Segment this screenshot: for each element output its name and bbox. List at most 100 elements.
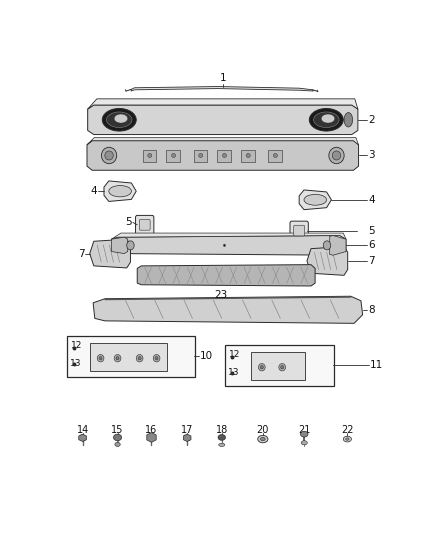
- Polygon shape: [147, 432, 156, 442]
- Ellipse shape: [343, 436, 351, 442]
- Text: 7: 7: [368, 256, 374, 266]
- FancyBboxPatch shape: [241, 150, 254, 162]
- Text: 3: 3: [368, 150, 374, 160]
- FancyBboxPatch shape: [194, 150, 207, 162]
- Ellipse shape: [114, 114, 128, 123]
- Ellipse shape: [153, 354, 160, 362]
- Ellipse shape: [279, 364, 286, 371]
- Text: 4: 4: [91, 186, 97, 196]
- Text: 7: 7: [78, 248, 85, 259]
- FancyBboxPatch shape: [294, 225, 304, 236]
- FancyBboxPatch shape: [225, 345, 334, 386]
- Polygon shape: [330, 236, 346, 255]
- Text: 14: 14: [77, 425, 89, 435]
- Ellipse shape: [309, 109, 343, 131]
- Ellipse shape: [109, 185, 131, 197]
- Ellipse shape: [218, 434, 226, 440]
- Ellipse shape: [329, 147, 344, 164]
- Ellipse shape: [105, 151, 113, 160]
- Text: 6: 6: [368, 240, 374, 251]
- Polygon shape: [87, 141, 359, 170]
- Ellipse shape: [136, 354, 143, 362]
- Ellipse shape: [114, 354, 121, 362]
- Ellipse shape: [273, 154, 277, 158]
- Ellipse shape: [99, 357, 102, 360]
- Ellipse shape: [102, 109, 136, 131]
- Ellipse shape: [246, 154, 250, 158]
- Ellipse shape: [323, 241, 331, 250]
- Ellipse shape: [332, 151, 341, 160]
- Text: 17: 17: [181, 425, 193, 435]
- Ellipse shape: [138, 357, 141, 360]
- Ellipse shape: [155, 357, 158, 360]
- Ellipse shape: [172, 154, 176, 158]
- Text: 22: 22: [341, 425, 353, 435]
- Text: 13: 13: [70, 359, 81, 368]
- Polygon shape: [111, 236, 346, 255]
- FancyBboxPatch shape: [217, 150, 231, 162]
- Ellipse shape: [115, 442, 120, 447]
- Text: 8: 8: [368, 305, 374, 315]
- Ellipse shape: [106, 112, 132, 127]
- FancyBboxPatch shape: [143, 150, 156, 162]
- Ellipse shape: [304, 195, 327, 205]
- Text: 23: 23: [215, 290, 228, 300]
- Polygon shape: [88, 99, 358, 109]
- Ellipse shape: [127, 241, 134, 250]
- Text: 2: 2: [368, 115, 374, 125]
- Ellipse shape: [199, 154, 203, 158]
- Polygon shape: [79, 434, 86, 441]
- Polygon shape: [307, 247, 348, 276]
- Ellipse shape: [258, 364, 265, 371]
- Ellipse shape: [344, 112, 353, 127]
- Polygon shape: [131, 86, 314, 91]
- Ellipse shape: [281, 366, 284, 369]
- Polygon shape: [111, 233, 346, 239]
- Polygon shape: [87, 138, 359, 145]
- Polygon shape: [104, 181, 136, 201]
- Text: 18: 18: [215, 425, 228, 435]
- Text: 4: 4: [368, 195, 374, 205]
- FancyBboxPatch shape: [290, 221, 308, 240]
- Ellipse shape: [148, 154, 152, 158]
- Ellipse shape: [301, 441, 307, 445]
- Text: 16: 16: [145, 425, 158, 435]
- Text: 20: 20: [257, 425, 269, 435]
- FancyBboxPatch shape: [166, 150, 180, 162]
- Ellipse shape: [113, 434, 122, 441]
- Polygon shape: [90, 239, 131, 268]
- Ellipse shape: [300, 431, 308, 437]
- Ellipse shape: [219, 443, 225, 447]
- Ellipse shape: [314, 112, 339, 127]
- Text: 12: 12: [71, 341, 82, 350]
- Polygon shape: [184, 434, 191, 441]
- FancyBboxPatch shape: [251, 352, 305, 379]
- Ellipse shape: [258, 435, 268, 443]
- Text: 5: 5: [126, 217, 132, 227]
- Text: 15: 15: [111, 425, 124, 435]
- Ellipse shape: [223, 244, 226, 247]
- Text: 10: 10: [200, 351, 213, 361]
- Polygon shape: [93, 296, 363, 324]
- Ellipse shape: [97, 354, 104, 362]
- Ellipse shape: [261, 438, 265, 441]
- Polygon shape: [111, 237, 128, 254]
- Polygon shape: [299, 190, 332, 209]
- Polygon shape: [137, 265, 315, 286]
- Ellipse shape: [223, 154, 226, 158]
- Text: 1: 1: [219, 73, 226, 83]
- Text: 11: 11: [370, 360, 383, 370]
- FancyBboxPatch shape: [67, 336, 195, 377]
- Text: 12: 12: [229, 350, 240, 359]
- Text: 21: 21: [298, 425, 311, 435]
- Ellipse shape: [321, 114, 335, 123]
- Ellipse shape: [346, 438, 349, 440]
- FancyBboxPatch shape: [90, 343, 167, 370]
- Ellipse shape: [260, 366, 263, 369]
- Text: 5: 5: [368, 225, 374, 236]
- Ellipse shape: [116, 357, 119, 360]
- FancyBboxPatch shape: [268, 150, 282, 162]
- FancyBboxPatch shape: [135, 215, 154, 235]
- FancyBboxPatch shape: [139, 220, 150, 230]
- Ellipse shape: [102, 147, 117, 164]
